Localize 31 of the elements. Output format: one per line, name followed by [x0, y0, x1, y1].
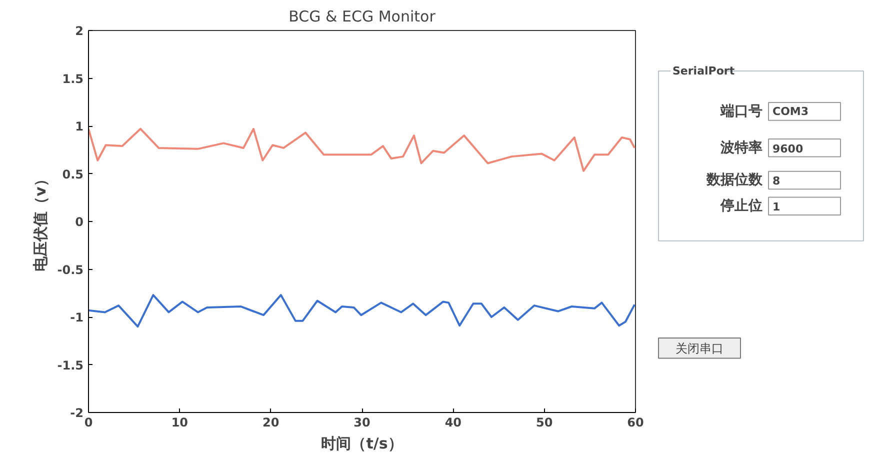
- text: 9600: [772, 142, 804, 156]
- y-tick-label: 2: [75, 24, 84, 38]
- y-tick-label: 1: [75, 120, 84, 134]
- y-tick-label: -0.5: [57, 262, 84, 277]
- text: 8: [772, 174, 780, 188]
- line-series: [88, 294, 636, 328]
- text: 关闭串口: [676, 342, 724, 356]
- line-series: [88, 128, 636, 172]
- text: SerialPort: [672, 64, 735, 78]
- y-tick-label: 0: [75, 215, 84, 229]
- x-tick-label: 60: [627, 416, 644, 430]
- x-tick-label: 20: [262, 416, 280, 430]
- x-tick-label: 40: [444, 416, 462, 430]
- x-axis-title: 时间（t/s）: [321, 434, 403, 452]
- x-tick-label: 10: [171, 416, 188, 430]
- y-tick-label: 1.5: [62, 72, 84, 86]
- text: 1: [772, 200, 780, 214]
- x-tick-label: 30: [354, 416, 370, 430]
- text: 端口号: [720, 103, 762, 120]
- y-tick-label: -2: [70, 406, 84, 420]
- chart-title: BCG & ECG Monitor: [288, 8, 436, 26]
- y-tick-label: 0.5: [62, 167, 84, 182]
- y-tick-label: -1: [70, 310, 84, 324]
- y-axis-title: 电压伏值（v）: [31, 172, 50, 272]
- text: 停止位: [720, 198, 762, 214]
- y-tick-label: -1.5: [57, 358, 84, 372]
- text: 数据位数: [706, 172, 764, 188]
- text: COM3: [772, 104, 809, 118]
- text: 波特率: [720, 138, 762, 156]
- x-tick-label: 50: [536, 416, 553, 430]
- x-tick-label: 0: [84, 416, 93, 430]
